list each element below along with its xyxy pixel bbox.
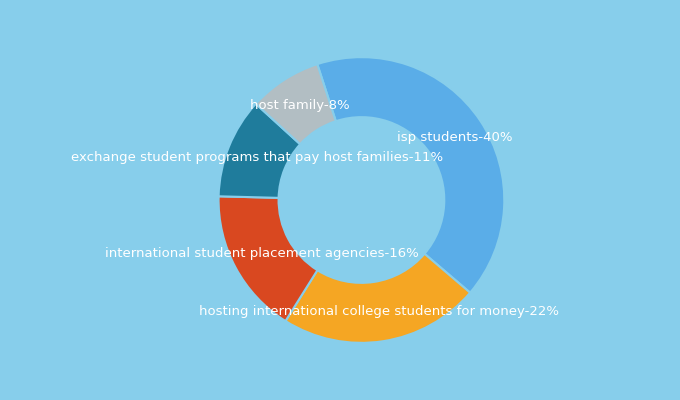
Wedge shape bbox=[286, 254, 470, 343]
Text: hosting international college students for money-22%: hosting international college students f… bbox=[199, 305, 558, 318]
Wedge shape bbox=[256, 64, 336, 144]
Wedge shape bbox=[218, 104, 300, 198]
Wedge shape bbox=[218, 196, 318, 321]
Wedge shape bbox=[318, 57, 505, 293]
Text: international student placement agencies-16%: international student placement agencies… bbox=[105, 247, 419, 260]
Text: isp students-40%: isp students-40% bbox=[398, 131, 513, 144]
Text: host family-8%: host family-8% bbox=[250, 99, 350, 112]
Text: exchange student programs that pay host families-11%: exchange student programs that pay host … bbox=[71, 152, 443, 164]
